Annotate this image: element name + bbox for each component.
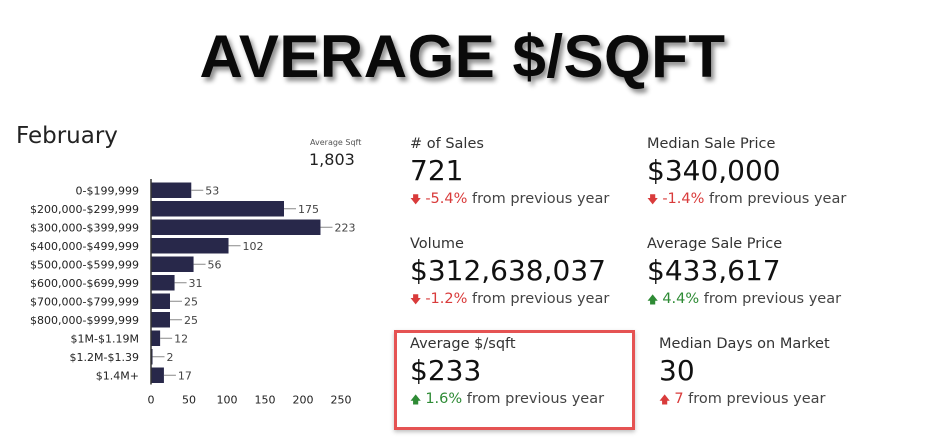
bar [151, 182, 192, 198]
data-label: 12 [174, 332, 188, 345]
page-title: AVERAGE $/SQFT [199, 23, 726, 90]
stat-avg-price-value: $433,617 [647, 254, 781, 287]
data-label: 25 [184, 295, 198, 308]
bar [151, 349, 153, 365]
arrow-up-icon: 🡅 [410, 393, 422, 406]
arrow-up-icon: 🡅 [647, 293, 659, 306]
stat-avg-sqft-change: 1.6% [425, 391, 463, 407]
month-label: February [16, 123, 118, 149]
category-label: $700,000-$799,999 [30, 295, 139, 308]
stat-median-price: Median Sale Price $340,000 🡇 -1.4% from p… [647, 136, 846, 210]
stat-sales-label: # of Sales [410, 136, 484, 152]
bar [151, 201, 284, 217]
stat-volume-change-row: 🡇 -1.2% from previous year [410, 291, 609, 310]
bar [151, 238, 229, 254]
stat-avg-sqft-value: $233 [410, 354, 482, 387]
x-tick-label: 100 [217, 394, 238, 407]
stat-sales-change-row: 🡇 -5.4% from previous year [410, 191, 609, 210]
stat-sales-change: -5.4% [425, 191, 468, 207]
category-label: $1M-$1.19M [71, 332, 139, 345]
category-label: $300,000-$399,999 [30, 221, 139, 234]
category-label: $1.2M-$1.39 [70, 351, 139, 364]
data-label: 2 [167, 351, 174, 364]
highlight-box [394, 330, 635, 430]
data-label: 17 [178, 369, 192, 382]
stat-median-days-change-row: 🡅 7 from previous year [659, 391, 830, 410]
stat-median-days-value: 30 [659, 354, 695, 387]
bar [151, 219, 321, 235]
x-tick-label: 200 [293, 394, 314, 407]
arrow-down-icon: 🡇 [647, 193, 659, 206]
average-sqft-label: Average Sqft [310, 138, 362, 147]
stat-avg-sqft: Average $/sqft $233 🡅 1.6% from previous … [410, 336, 604, 410]
category-label: $400,000-$499,999 [30, 240, 139, 253]
bar [151, 330, 161, 346]
category-label: $800,000-$999,999 [30, 314, 139, 327]
price-range-bar-chart: 0-$199,999 53 $200,000-$299,999 175 $300,000… [30, 179, 355, 407]
stat-volume: Volume $312,638,037 🡇 -1.2% from previous… [410, 236, 609, 310]
x-tick-label: 50 [182, 394, 196, 407]
category-label: $600,000-$699,999 [30, 277, 139, 290]
data-label: 102 [243, 240, 264, 253]
stat-avg-sqft-label: Average $/sqft [410, 336, 516, 352]
stat-volume-change: -1.2% [425, 291, 468, 307]
arrow-up-icon: 🡅 [659, 393, 671, 406]
stat-median-price-change: -1.4% [662, 191, 705, 207]
stat-median-days-change: 7 [674, 391, 684, 407]
stat-median-price-label: Median Sale Price [647, 136, 776, 152]
stat-avg-price-change: 4.4% [662, 291, 700, 307]
bar [151, 256, 194, 272]
stat-median-price-suffix: from previous year [709, 191, 847, 207]
stat-volume-value: $312,638,037 [410, 254, 606, 287]
stat-avg-price-change-row: 🡅 4.4% from previous year [647, 291, 841, 310]
stat-avg-price: Average Sale Price $433,617 🡅 4.4% from p… [647, 236, 841, 310]
x-tick-label: 150 [255, 394, 276, 407]
stat-volume-label: Volume [410, 236, 464, 252]
data-label: 223 [334, 221, 355, 234]
bar [151, 293, 170, 309]
stat-sales: # of Sales 721 🡇 -5.4% from previous year [410, 136, 609, 210]
stat-avg-sqft-suffix: from previous year [466, 391, 605, 407]
stat-median-price-change-row: 🡇 -1.4% from previous year [647, 191, 846, 210]
stat-volume-suffix: from previous year [472, 291, 610, 307]
bar [151, 312, 170, 328]
data-label: 25 [184, 314, 198, 327]
category-label: $500,000-$599,999 [30, 258, 139, 271]
bar [151, 367, 164, 383]
stat-median-days: Median Days on Market 30 🡅 7 from previou… [659, 336, 830, 410]
data-label: 56 [208, 258, 222, 271]
stat-sales-suffix: from previous year [472, 191, 610, 207]
stat-median-price-value: $340,000 [647, 154, 781, 187]
arrow-down-icon: 🡇 [410, 293, 422, 306]
data-label: 31 [189, 277, 203, 290]
stat-median-days-label: Median Days on Market [659, 336, 830, 352]
stat-avg-price-suffix: from previous year [703, 291, 842, 307]
x-tick-label: 0 [148, 394, 155, 407]
bar [151, 275, 175, 291]
data-label: 53 [205, 184, 219, 197]
stat-median-days-suffix: from previous year [688, 391, 826, 407]
stat-sales-value: 721 [410, 154, 464, 187]
category-label: $200,000-$299,999 [30, 203, 139, 216]
stat-avg-sqft-change-row: 🡅 1.6% from previous year [410, 391, 604, 410]
category-label: 0-$199,999 [76, 184, 139, 197]
arrow-down-icon: 🡇 [410, 193, 422, 206]
stat-avg-price-label: Average Sale Price [647, 236, 783, 252]
average-sqft-value: 1,803 [309, 150, 355, 169]
category-label: $1.4M+ [96, 369, 139, 382]
data-label: 175 [298, 203, 319, 216]
x-tick-label: 250 [331, 394, 352, 407]
